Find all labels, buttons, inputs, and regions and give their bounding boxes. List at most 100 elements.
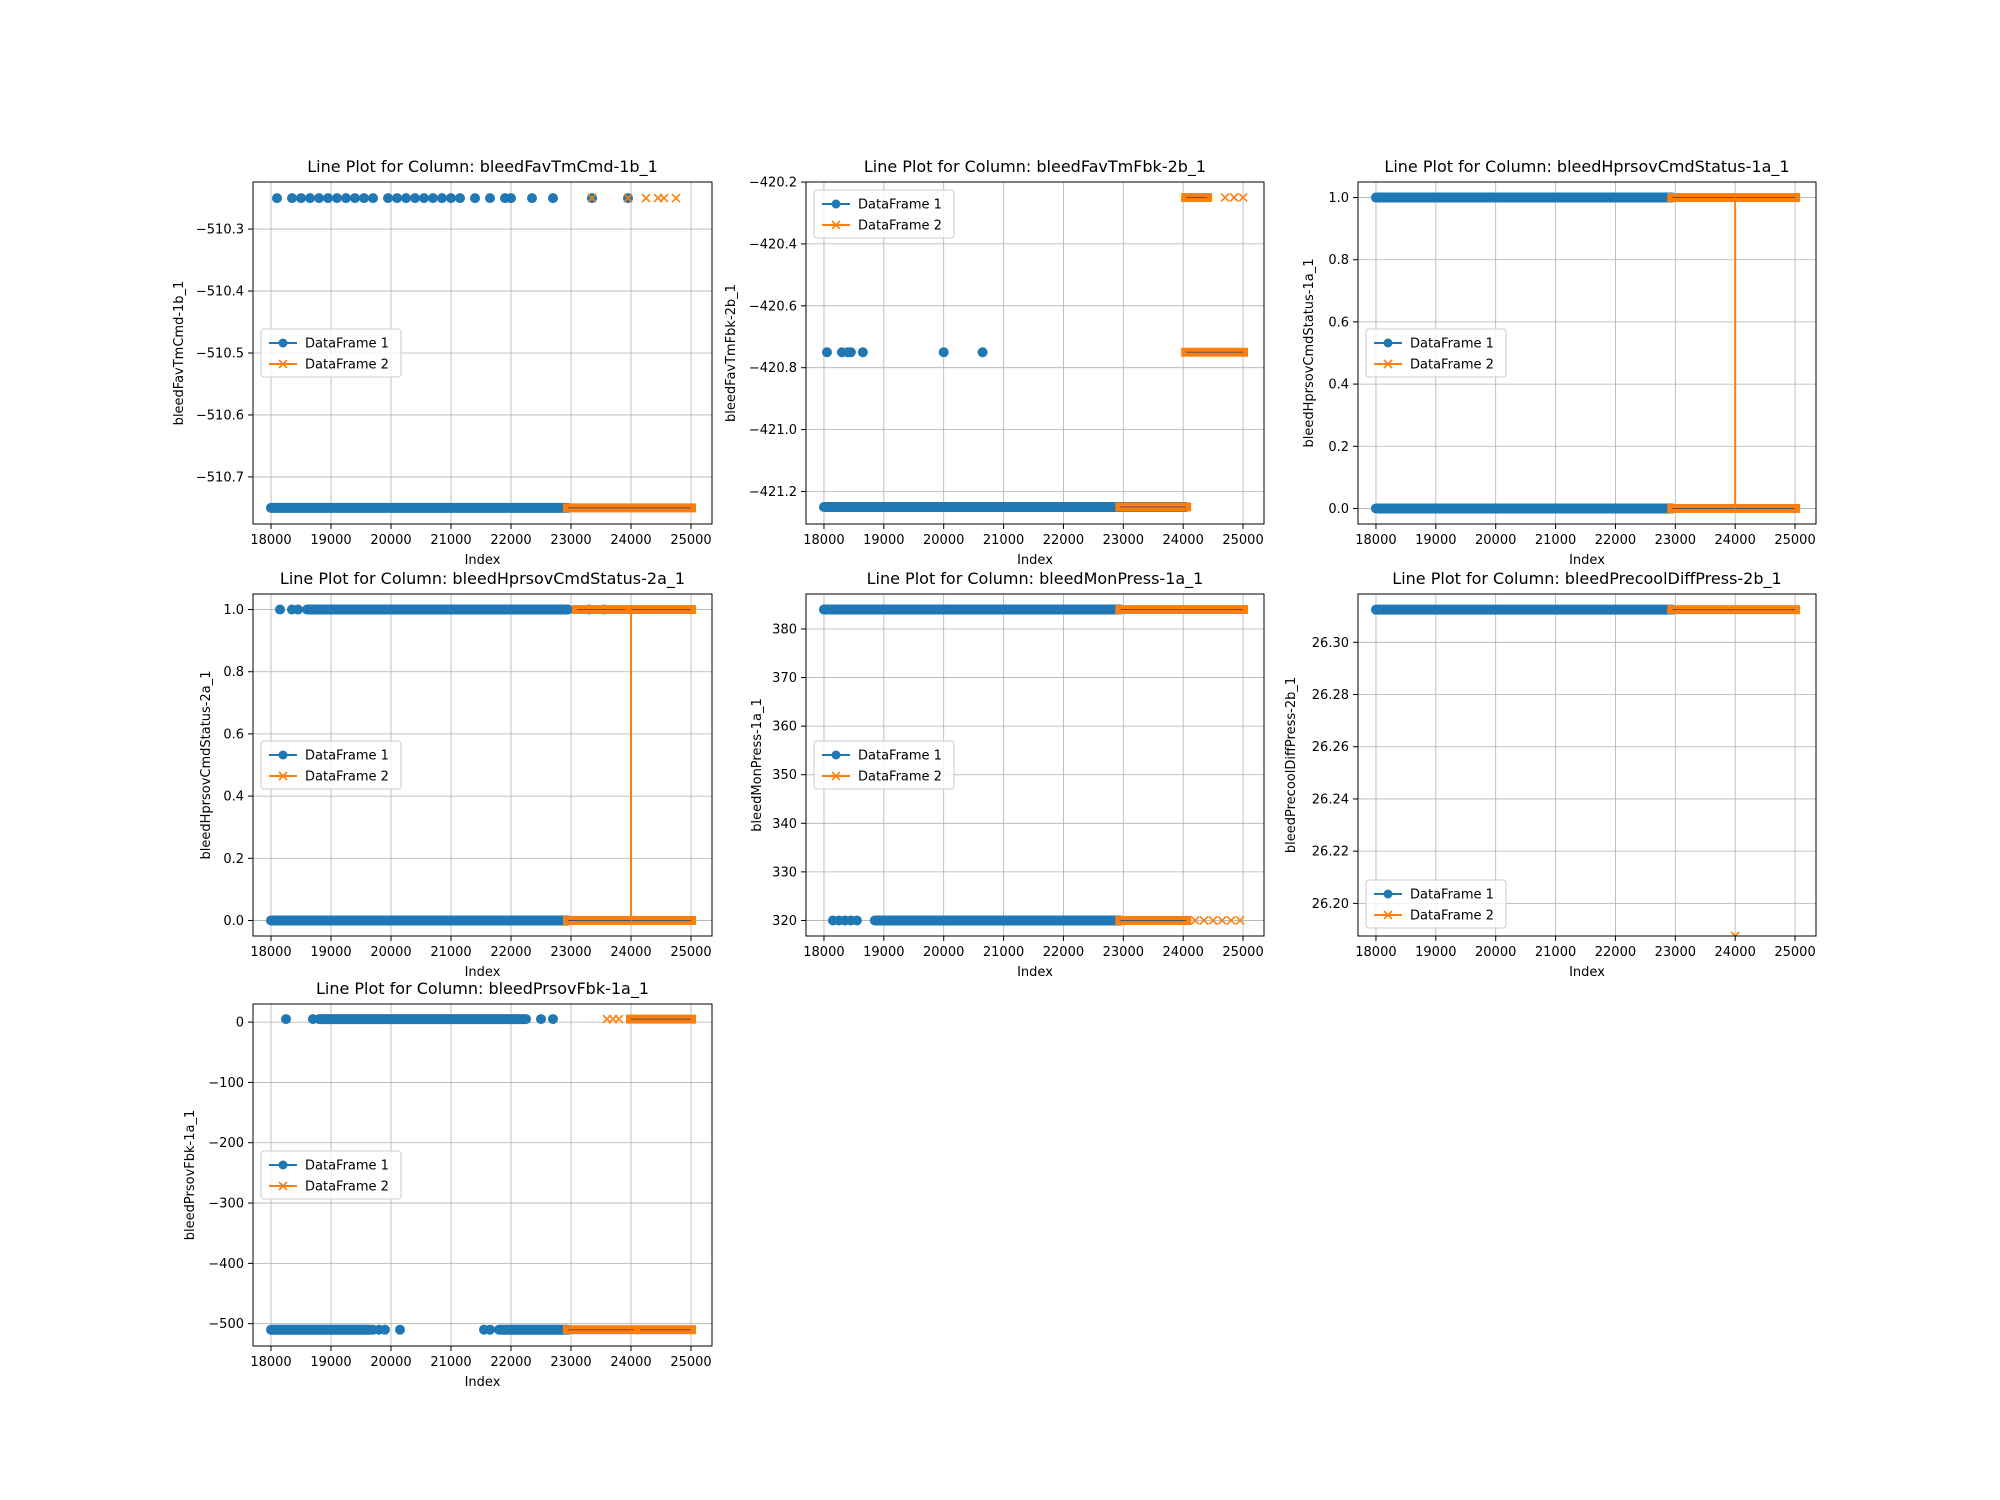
y-tick-label: 0.6 — [1328, 315, 1349, 330]
series-band — [266, 915, 573, 926]
series-band — [1370, 192, 1678, 203]
x-tick-label: 21000 — [1535, 533, 1576, 548]
x-tick-label: 23000 — [550, 1355, 591, 1370]
x-tick-label: 18000 — [1355, 945, 1396, 960]
legend-circle-marker — [831, 199, 841, 209]
legend: DataFrame 1 DataFrame 2 — [260, 1150, 402, 1200]
x-tick-label: 24000 — [1162, 533, 1203, 548]
x-tick-label: 24000 — [1714, 533, 1755, 548]
legend-x-marker — [1383, 359, 1393, 369]
data-point — [383, 193, 393, 204]
data-point — [641, 193, 651, 203]
legend: DataFrame 1 DataFrame 2 — [813, 740, 955, 790]
y-tick-label: 0 — [236, 1016, 244, 1031]
data-point — [614, 1014, 624, 1024]
subplot-bleedPrsovFbk-1a: Line Plot for Column: bleedPrsovFbk-1a_1… — [183, 979, 713, 1390]
x-axis-ticks: 18000 19000 20000 21000 22000 23000 24000 25000 — [250, 524, 712, 548]
subplot-title: Line Plot for Column: bleedFavTmCmd-1b_1 — [307, 157, 658, 177]
data-point — [332, 193, 342, 204]
y-tick-label: −510.4 — [196, 285, 244, 300]
legend-label: DataFrame 2 — [1410, 909, 1494, 924]
y-tick-label: −400 — [208, 1257, 244, 1272]
axes-frame — [252, 593, 713, 937]
y-tick-label: 350 — [772, 768, 797, 783]
legend-label: DataFrame 1 — [1410, 888, 1494, 903]
legend-circle-marker — [278, 1160, 288, 1170]
y-tick-label: 340 — [772, 817, 797, 832]
legend: DataFrame 1 DataFrame 2 — [260, 740, 402, 790]
x-tick-label: 24000 — [610, 1355, 651, 1370]
data-point — [380, 1324, 390, 1335]
data-point — [659, 193, 669, 203]
legend-circle-marker — [278, 750, 288, 760]
plot-area — [1370, 604, 1801, 936]
y-tick-label: 26.24 — [1312, 792, 1349, 807]
data-point — [359, 193, 369, 204]
legend: DataFrame 1 DataFrame 2 — [260, 328, 402, 378]
data-point — [623, 193, 633, 203]
axes-frame — [1357, 181, 1817, 525]
x-tick-label: 19000 — [1415, 533, 1456, 548]
x-tick-label: 25000 — [670, 533, 711, 548]
x-tick-label: 22000 — [490, 1355, 531, 1370]
legend-label: DataFrame 1 — [305, 1159, 389, 1174]
legend-label: DataFrame 1 — [858, 198, 942, 213]
y-tick-label: 370 — [772, 671, 797, 686]
series-band — [818, 501, 1192, 512]
y-tick-label: 26.30 — [1312, 636, 1349, 651]
legend-circle-marker — [278, 338, 288, 348]
y-axis-label: bleedFavTmFbk-2b_1 — [724, 284, 739, 422]
subplot-bleedFavTmFbk-2b: Line Plot for Column: bleedFavTmFbk-2b_1… — [724, 157, 1265, 568]
series-band — [314, 1014, 531, 1025]
subplot-title: Line Plot for Column: bleedPrsovFbk-1a_1 — [316, 979, 649, 999]
data-point — [1199, 915, 1209, 926]
x-tick-label: 22000 — [1043, 945, 1084, 960]
y-tick-label: 0.8 — [223, 665, 244, 680]
series-band — [302, 604, 573, 615]
data-point — [1226, 915, 1236, 926]
data-point — [1229, 192, 1239, 203]
data-point — [281, 1014, 291, 1025]
data-point — [1730, 931, 1740, 936]
data-point — [857, 347, 868, 358]
x-tick-label: 20000 — [370, 1355, 411, 1370]
subplot-bleedPrecoolDiffPress-2b: Line Plot for Column: bleedPrecoolDiffPr… — [1284, 569, 1817, 980]
data-point — [977, 347, 988, 358]
legend-label: DataFrame 2 — [858, 219, 942, 234]
legend-label: DataFrame 2 — [1410, 358, 1494, 373]
series-band — [818, 604, 1126, 615]
data-point — [1235, 915, 1245, 926]
data-point — [437, 193, 447, 204]
plot-area — [818, 604, 1249, 926]
y-axis-ticks: 0.0 0.2 0.4 0.6 0.8 1.0 — [1328, 191, 1358, 517]
y-axis-ticks: −510.3 −510.4 −510.5 −510.6 −510.7 — [196, 223, 253, 485]
data-point — [470, 193, 480, 204]
x-tick-label: 21000 — [430, 945, 471, 960]
x-tick-label: 22000 — [1595, 945, 1636, 960]
subplot-title: Line Plot for Column: bleedPrecoolDiffPr… — [1392, 569, 1781, 589]
x-tick-label: 18000 — [1355, 533, 1396, 548]
series-band — [494, 1324, 573, 1335]
legend-label: DataFrame 1 — [1410, 337, 1494, 352]
x-axis-ticks: 18000 19000 20000 21000 22000 23000 24000 25000 — [1355, 524, 1816, 548]
series-band — [869, 915, 1126, 926]
x-tick-label: 21000 — [983, 945, 1024, 960]
series-band — [266, 502, 573, 513]
legend-label: DataFrame 2 — [305, 770, 389, 785]
y-tick-label: −510.3 — [196, 223, 244, 238]
y-tick-label: −510.7 — [196, 470, 244, 485]
y-tick-label: −510.6 — [196, 408, 244, 423]
y-tick-label: 1.0 — [223, 603, 244, 618]
data-point — [1220, 192, 1230, 203]
legend-circle-marker — [1383, 338, 1393, 348]
axes-frame — [805, 181, 1265, 525]
legend-label: DataFrame 1 — [858, 749, 942, 764]
series-2 — [1115, 605, 1249, 926]
x-tick-label: 25000 — [1774, 533, 1815, 548]
data-point — [287, 193, 297, 204]
x-tick-label: 19000 — [310, 533, 351, 548]
y-axis-label: bleedMonPress-1a_1 — [750, 698, 765, 831]
y-tick-label: 330 — [772, 865, 797, 880]
data-point — [308, 1014, 318, 1025]
